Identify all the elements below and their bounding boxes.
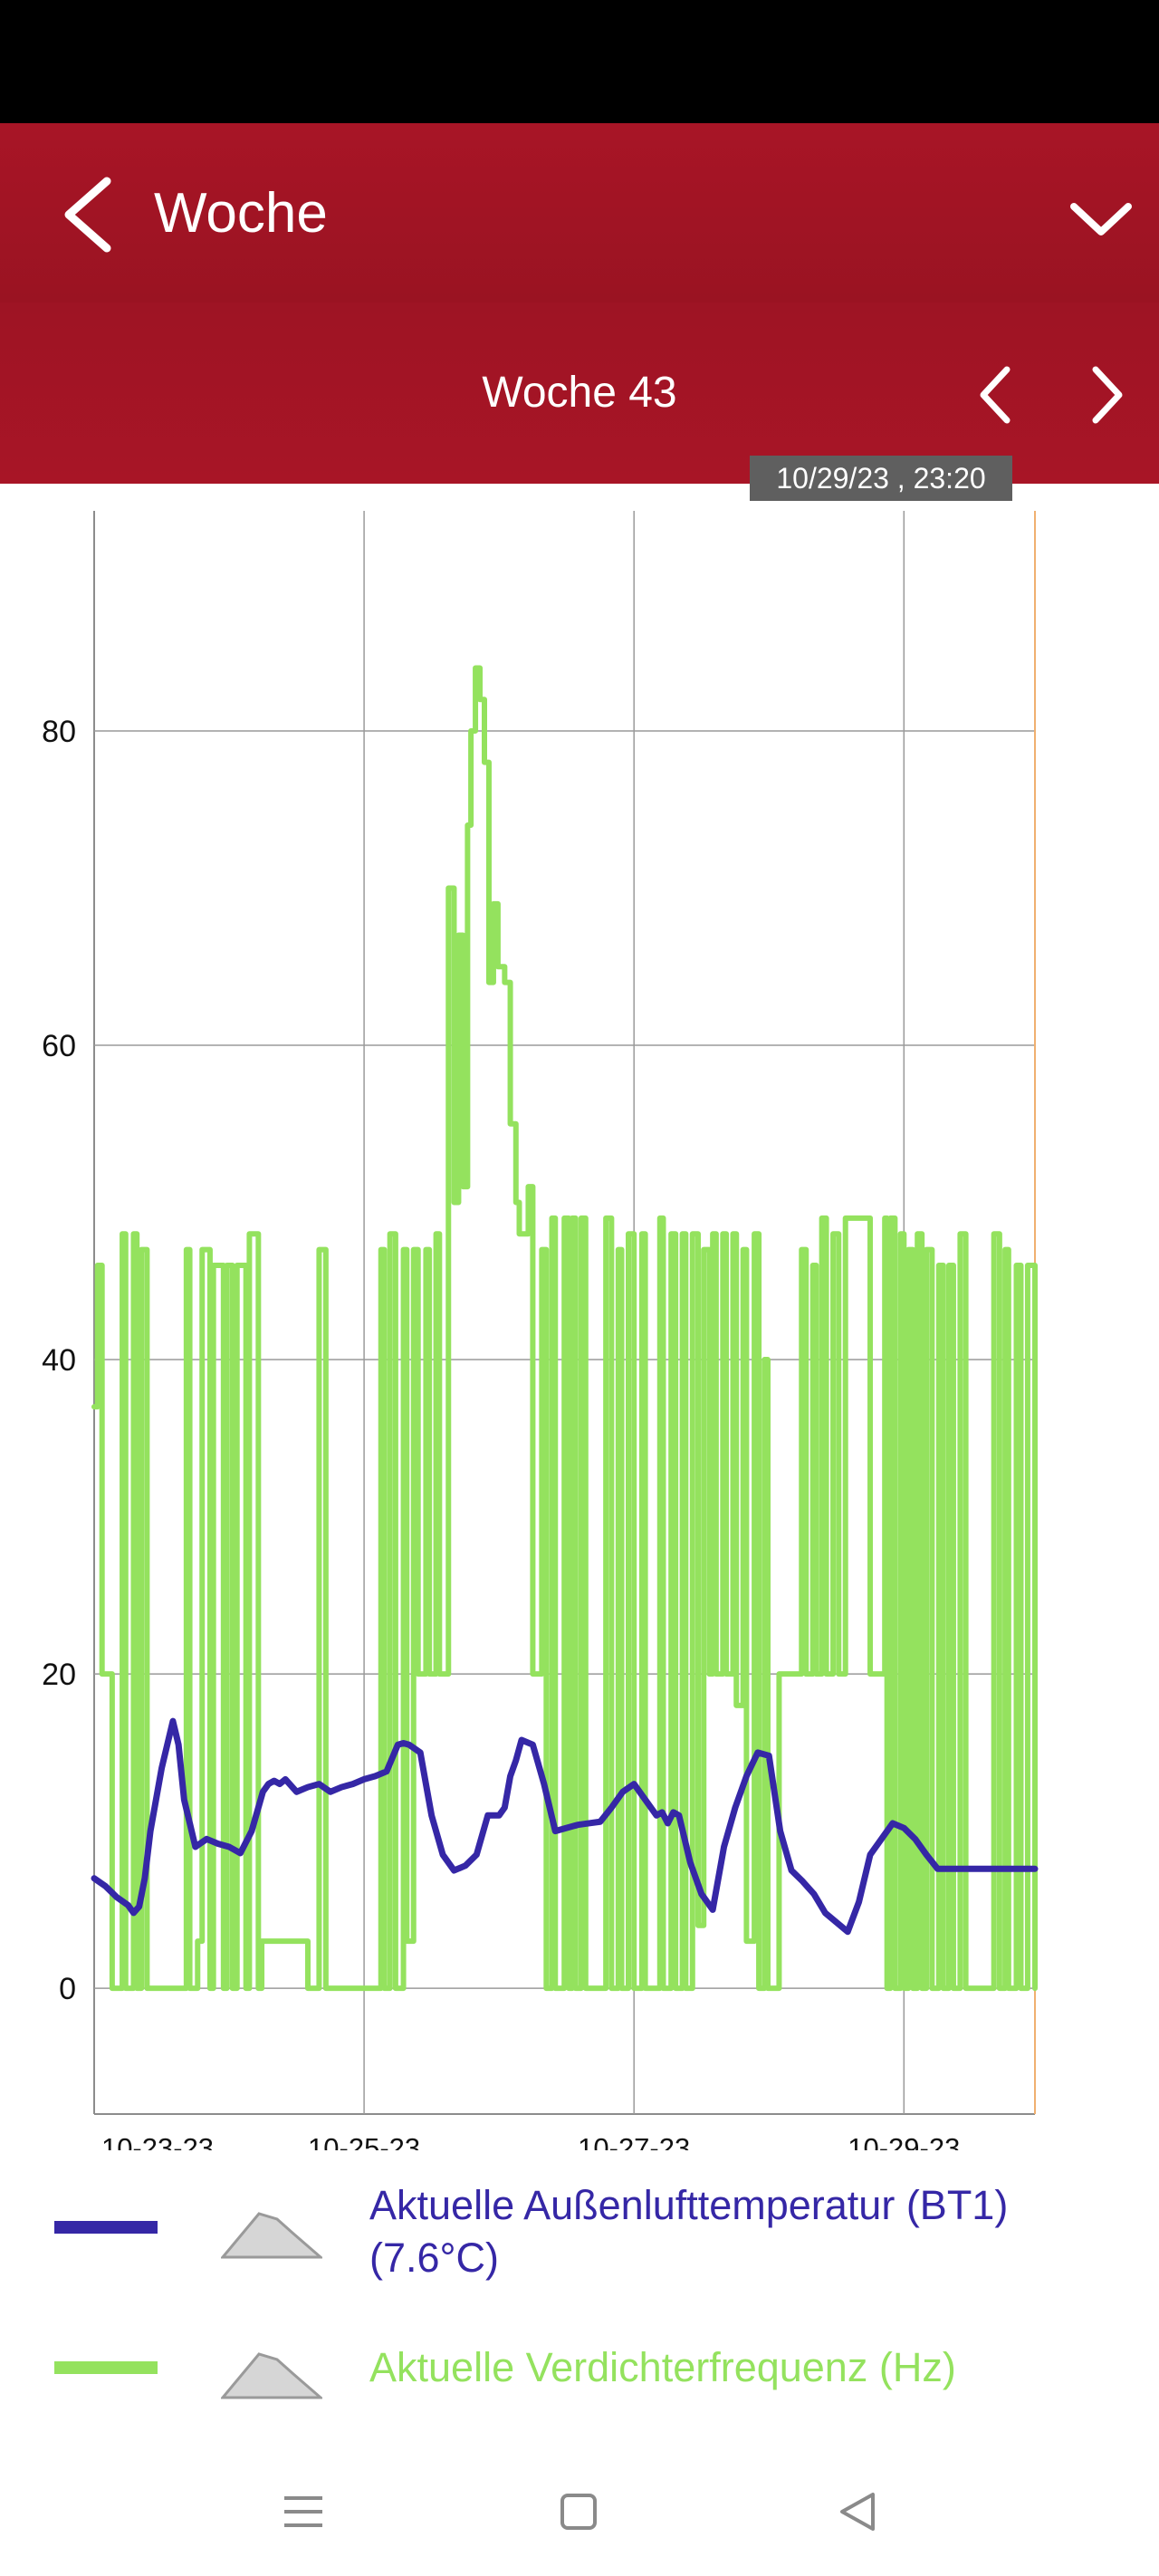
x-tick-label: 10-29-23 — [848, 2132, 960, 2150]
x-tick-label: 10-27-23 — [578, 2132, 690, 2150]
system-navigation-bar — [0, 2446, 1159, 2576]
chevron-down-icon — [1070, 203, 1132, 235]
legend-item-frequency[interactable]: Aktuelle Verdichterfrequenz (Hz) — [0, 2314, 1159, 2423]
y-tick-label: 20 — [42, 1658, 76, 1692]
system-back-button[interactable] — [826, 2480, 889, 2543]
menu-icon — [284, 2496, 322, 2527]
legend-label-temperature: Aktuelle Außenlufttemperatur (BT1) (7.6°… — [369, 2179, 1008, 2284]
legend-swatch-temperature — [54, 2221, 158, 2234]
series-line-verdichterfrequenz — [91, 665, 1038, 1992]
line-chart[interactable]: 0 20 40 60 80 10-23-23 10-25-23 10-27-23 10-29-2… — [0, 484, 1159, 2150]
legend-label-line2: (7.6°C) — [369, 2235, 500, 2281]
legend-swatch-frequency — [54, 2361, 158, 2374]
period-label: Woche 43 — [482, 369, 677, 417]
recent-apps-button[interactable] — [272, 2480, 335, 2543]
chevron-right-icon — [1092, 366, 1123, 424]
app-bar: Woche — [0, 123, 1159, 303]
y-tick-label: 40 — [42, 1343, 76, 1378]
chevron-left-icon — [64, 177, 111, 253]
legend-item-temperature[interactable]: Aktuelle Außenlufttemperatur (BT1) (7.6°… — [0, 2174, 1159, 2283]
x-tick-label: 10-25-23 — [308, 2132, 420, 2150]
y-tick-label: 80 — [42, 715, 76, 749]
legend-label-frequency: Aktuelle Verdichterfrequenz (Hz) — [369, 2341, 956, 2394]
home-button[interactable] — [547, 2480, 610, 2543]
chart-series — [91, 665, 1039, 1992]
square-home-icon — [560, 2494, 597, 2530]
mountain-icon — [221, 2352, 322, 2399]
next-week-button[interactable] — [1074, 359, 1137, 431]
cursor-tooltip: 10/29/23 , 23:20 — [750, 456, 1012, 501]
triangle-back-icon — [840, 2493, 875, 2531]
previous-week-button[interactable] — [965, 359, 1029, 431]
mountain-icon — [221, 2212, 322, 2259]
y-tick-label: 60 — [42, 1029, 76, 1063]
period-bar: Woche 43 — [0, 303, 1159, 484]
x-tick-label: 10-23-23 — [101, 2132, 214, 2150]
series-line-aussenlufttemperatur — [91, 1717, 1039, 1936]
view-dropdown-button[interactable] — [1065, 194, 1137, 248]
chevron-left-icon — [980, 366, 1011, 424]
legend-label-line1: Aktuelle Außenlufttemperatur (BT1) — [369, 2182, 1009, 2228]
page-title: Woche — [154, 182, 328, 245]
status-bar — [0, 0, 1159, 123]
back-button[interactable] — [56, 174, 129, 255]
legend-label-line1: Aktuelle Verdichterfrequenz (Hz) — [369, 2344, 956, 2390]
y-tick-label: 0 — [59, 1972, 76, 2006]
chart-tick-labels: 0 20 40 60 80 10-23-23 10-25-23 10-27-23 10-29-2… — [42, 715, 960, 2150]
